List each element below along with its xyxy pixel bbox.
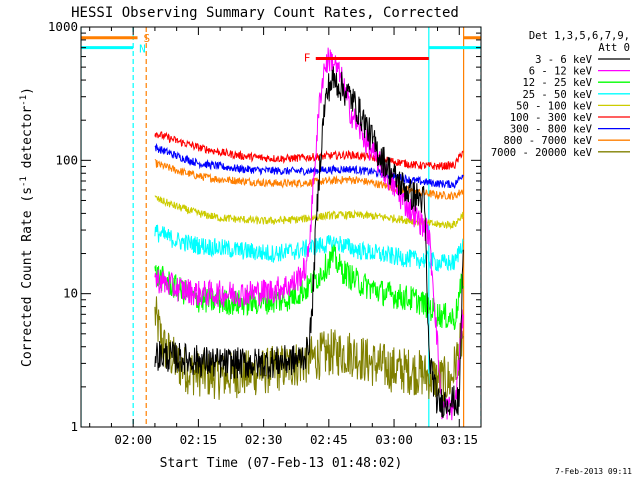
axes: 02:00 02:15 02:30 02:45 03:00 03:15 1 10 100 1000: [48, 19, 482, 447]
legend-label-6: 300 - 800 keV: [510, 124, 593, 136]
series-lines: [154, 47, 464, 421]
state-bars: [81, 36, 481, 61]
annotations: SN F: [139, 32, 310, 65]
y-tick-label: 1000: [48, 19, 78, 34]
x-tick-label: 02:45: [310, 432, 348, 447]
x-tick-label: 03:15: [440, 432, 478, 447]
x-tick-label: 03:00: [375, 432, 413, 447]
series-line-50-100keV: [154, 195, 464, 231]
legend-label-4: 50 - 100 keV: [516, 100, 593, 112]
chart-title: HESSI Observing Summary Count Rates, Cor…: [71, 5, 459, 21]
series-line-100-300keV: [154, 131, 464, 171]
series-line-3-6keV: [154, 66, 464, 418]
annotation-n: N: [139, 43, 146, 56]
legend-label-7: 800 - 7000 keV: [503, 135, 592, 147]
footer-date: 7-Feb-2013 09:11: [555, 467, 632, 476]
time-markers: [81, 27, 481, 427]
legend-label-8: 7000 - 20000 keV: [491, 147, 593, 159]
x-axis-label: Start Time (07-Feb-13 01:48:02): [160, 456, 403, 471]
x-tick-label: 02:15: [180, 432, 218, 447]
y-tick-label: 10: [63, 286, 78, 301]
series-line-800-7000keV: [154, 158, 464, 201]
y-axis-label: Corrected Count Rate (s-1 detector-1): [19, 87, 35, 367]
x-tick-label: 02:00: [114, 432, 152, 447]
annotation-s: S: [144, 32, 151, 45]
series-line-25-50keV: [154, 224, 464, 272]
legend-title-attenuator: Att 0: [598, 42, 630, 54]
legend-title-detectors: Det 1,3,5,6,7,9,: [529, 30, 630, 42]
legend-label-0: 3 - 6 keV: [535, 54, 593, 66]
x-tick-label: 02:30: [245, 432, 283, 447]
legend-label-1: 6 - 12 keV: [529, 66, 593, 78]
series-line-6-12keV: [154, 47, 464, 421]
legend-label-5: 100 - 300 keV: [510, 112, 593, 124]
legend-label-3: 25 - 50 keV: [522, 89, 592, 101]
legend-label-2: 12 - 25 keV: [522, 77, 592, 89]
y-tick-label: 100: [55, 152, 78, 167]
plot-frame: [80, 26, 482, 428]
series-line-300-800keV: [154, 142, 464, 189]
y-tick-label: 1: [70, 419, 78, 434]
annotation-f: F: [304, 52, 311, 65]
